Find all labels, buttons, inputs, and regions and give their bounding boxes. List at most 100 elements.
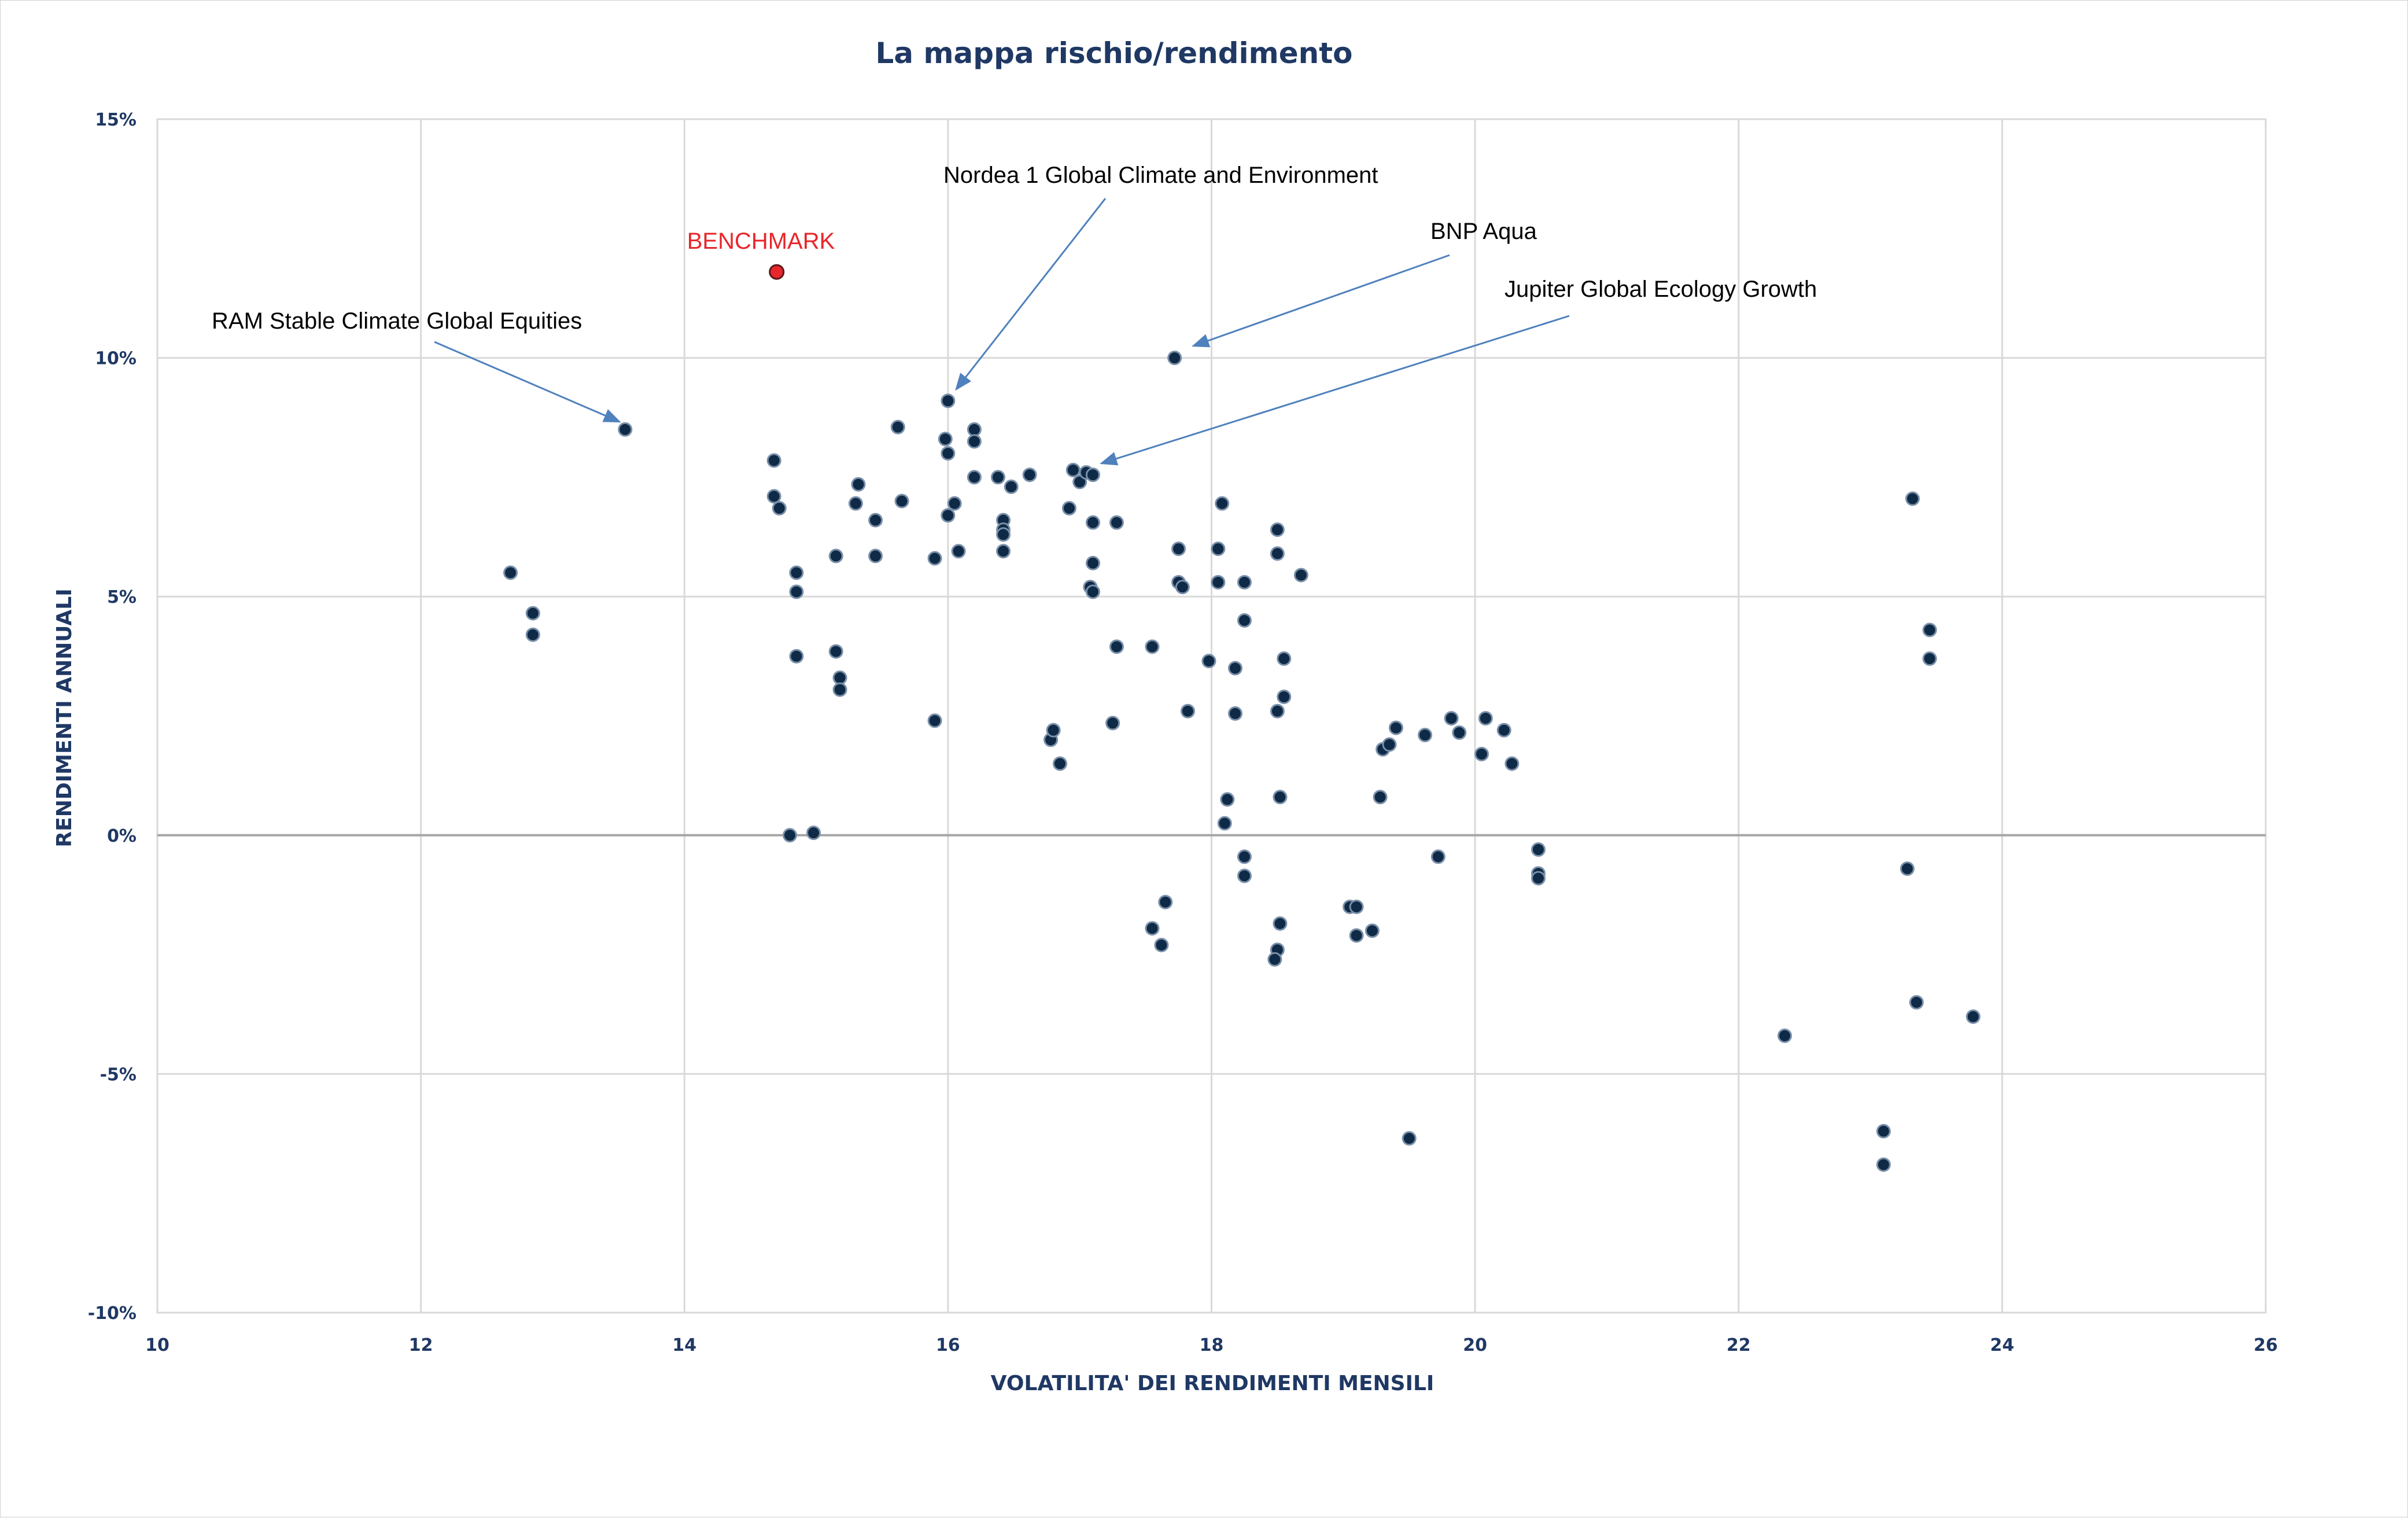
data-point	[1273, 790, 1288, 805]
data-point	[789, 584, 804, 599]
annotation-arrow	[1192, 254, 1450, 348]
data-point	[1531, 871, 1546, 886]
data-point	[990, 470, 1005, 485]
data-point	[1109, 639, 1124, 654]
y-tick-label: 10%	[95, 349, 137, 369]
x-axis-title: VOLATILITA' DEI RENDIMENTI MENSILI	[991, 1372, 1435, 1395]
data-point	[1270, 703, 1285, 719]
data-point	[1237, 868, 1252, 883]
x-tick-label: 16	[936, 1335, 960, 1355]
data-point	[1349, 928, 1364, 943]
x-tick-label: 24	[1990, 1335, 2015, 1355]
data-point	[1215, 496, 1230, 511]
data-point	[1085, 467, 1100, 482]
data-point	[828, 644, 843, 659]
data-point	[832, 670, 847, 685]
data-point	[766, 489, 781, 504]
data-point	[1267, 952, 1282, 967]
data-point	[1145, 921, 1160, 936]
data-point	[1478, 711, 1493, 726]
data-point	[1237, 574, 1252, 589]
data-point	[1167, 351, 1182, 366]
data-point	[1171, 541, 1186, 557]
data-point	[868, 513, 883, 528]
data-point	[996, 544, 1011, 559]
data-point	[1531, 842, 1546, 857]
data-point	[1382, 737, 1397, 752]
y-tick-label: 5%	[107, 587, 137, 607]
x-tick-label: 22	[1727, 1335, 1751, 1355]
data-point	[1228, 706, 1243, 721]
x-tick-label: 12	[409, 1335, 433, 1355]
data-point	[941, 393, 956, 408]
data-point	[967, 470, 982, 485]
data-point	[1228, 661, 1243, 676]
data-point	[1474, 747, 1489, 762]
data-point	[1452, 725, 1467, 740]
data-point	[1349, 900, 1364, 915]
data-point	[967, 434, 982, 449]
data-point	[783, 828, 797, 843]
annotation-arrow	[955, 198, 1107, 391]
data-point	[941, 508, 956, 523]
annotation-label: Jupiter Global Ecology Growth	[1504, 277, 1817, 302]
annotation-label: BNP Aqua	[1430, 219, 1537, 244]
data-point	[1777, 1028, 1792, 1043]
data-point	[951, 544, 966, 559]
data-point	[618, 422, 633, 437]
data-point	[1004, 479, 1019, 494]
benchmark-label: BENCHMARK	[687, 229, 835, 254]
data-point	[927, 551, 942, 566]
x-tick-label: 20	[1463, 1335, 1487, 1355]
data-point	[1175, 580, 1190, 595]
data-point	[503, 565, 518, 580]
data-point	[1046, 723, 1061, 738]
data-point	[1065, 463, 1081, 478]
data-point	[1293, 568, 1308, 583]
data-point	[1145, 639, 1160, 654]
data-point	[525, 606, 540, 621]
data-point	[1876, 1123, 1891, 1138]
data-point	[1053, 756, 1068, 771]
data-point	[848, 496, 863, 511]
data-point	[772, 501, 787, 516]
data-point	[1496, 723, 1511, 738]
data-point	[1365, 923, 1380, 938]
data-point	[1180, 703, 1195, 719]
data-point	[1061, 501, 1076, 516]
data-point	[832, 682, 847, 697]
data-point	[938, 432, 953, 447]
data-point	[1158, 894, 1173, 909]
data-point	[789, 649, 804, 664]
data-point	[1444, 711, 1459, 726]
data-point	[1402, 1131, 1417, 1146]
data-point	[1273, 916, 1288, 931]
x-tick-label: 14	[672, 1335, 696, 1355]
data-point	[1909, 995, 1924, 1010]
data-point	[1270, 546, 1285, 561]
data-point	[1022, 467, 1037, 482]
data-point	[1905, 491, 1920, 506]
y-tick-label: -10%	[88, 1303, 137, 1324]
data-point	[1900, 861, 1915, 876]
data-point	[890, 419, 905, 434]
data-point	[1154, 938, 1169, 953]
data-point	[1876, 1157, 1891, 1172]
data-point	[1373, 790, 1388, 805]
data-point	[1277, 689, 1292, 704]
annotation-label: Nordea 1 Global Climate and Environment	[943, 163, 1378, 188]
y-tick-label: 15%	[95, 110, 137, 130]
data-point	[996, 527, 1011, 542]
data-point	[766, 453, 781, 468]
data-point	[1504, 756, 1520, 771]
data-point	[868, 548, 883, 563]
data-point	[1237, 613, 1252, 628]
data-point	[1085, 515, 1100, 530]
data-point	[1201, 654, 1216, 669]
data-point	[1211, 541, 1226, 557]
data-point	[789, 565, 804, 580]
data-point	[947, 496, 962, 511]
y-tick-label: 0%	[107, 826, 137, 846]
